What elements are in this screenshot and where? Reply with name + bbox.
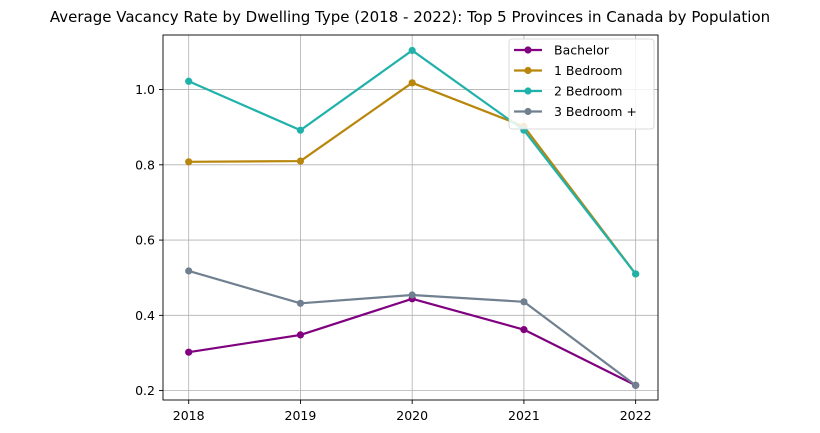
legend-label: 3 Bedroom + [554, 104, 637, 119]
data-point [408, 291, 416, 299]
legend-item: 2 Bedroom [514, 84, 622, 99]
x-tick-label: 2019 [285, 408, 317, 423]
legend-marker [524, 46, 532, 54]
legend-marker [524, 107, 532, 116]
legend-label: Bachelor [554, 43, 610, 58]
x-tick-label: 2022 [620, 408, 652, 423]
data-point [296, 331, 305, 339]
data-point [296, 126, 305, 134]
legend-marker [524, 87, 532, 95]
y-tick-label: 0.4 [135, 308, 155, 323]
data-point [408, 46, 416, 55]
y-tick-label: 0.2 [135, 383, 155, 398]
x-axis: 2018 2019 2020 2021 2022 [173, 400, 652, 423]
y-axis: 0.2 0.4 0.6 0.8 1.0 [135, 82, 163, 398]
series-3-bedroom [185, 267, 640, 389]
x-tick-label: 2020 [396, 408, 428, 423]
data-point [408, 79, 416, 87]
y-tick-label: 0.6 [135, 233, 155, 248]
series-lines [185, 46, 640, 389]
data-point [520, 298, 528, 306]
data-point [185, 77, 193, 85]
data-point [632, 381, 640, 389]
chart-title: Average Vacancy Rate by Dwelling Type (2… [50, 8, 770, 26]
data-point [185, 158, 193, 166]
data-point [520, 326, 528, 334]
legend-label: 1 Bedroom [554, 63, 622, 78]
series-2-bedroom [185, 46, 640, 278]
legend-item: 3 Bedroom + [514, 104, 637, 119]
series-bachelor [185, 295, 640, 389]
y-tick-label: 0.8 [135, 157, 155, 172]
data-point [632, 270, 640, 278]
data-point [185, 348, 193, 356]
y-tick-label: 1.0 [135, 82, 155, 97]
legend-marker [524, 66, 532, 75]
data-point [185, 267, 193, 275]
legend-label: 2 Bedroom [554, 84, 622, 99]
x-tick-label: 2018 [173, 408, 205, 423]
data-point [296, 157, 305, 165]
legend-item: 1 Bedroom [514, 63, 622, 78]
x-tick-label: 2021 [508, 408, 540, 423]
data-point [296, 299, 305, 307]
plot-frame [162, 34, 659, 401]
legend: Bachelor 1 Bedroom 2 Bedroom 3 Bedroom + [508, 38, 655, 130]
legend-item: Bachelor [514, 43, 610, 58]
legend-box [508, 38, 655, 130]
